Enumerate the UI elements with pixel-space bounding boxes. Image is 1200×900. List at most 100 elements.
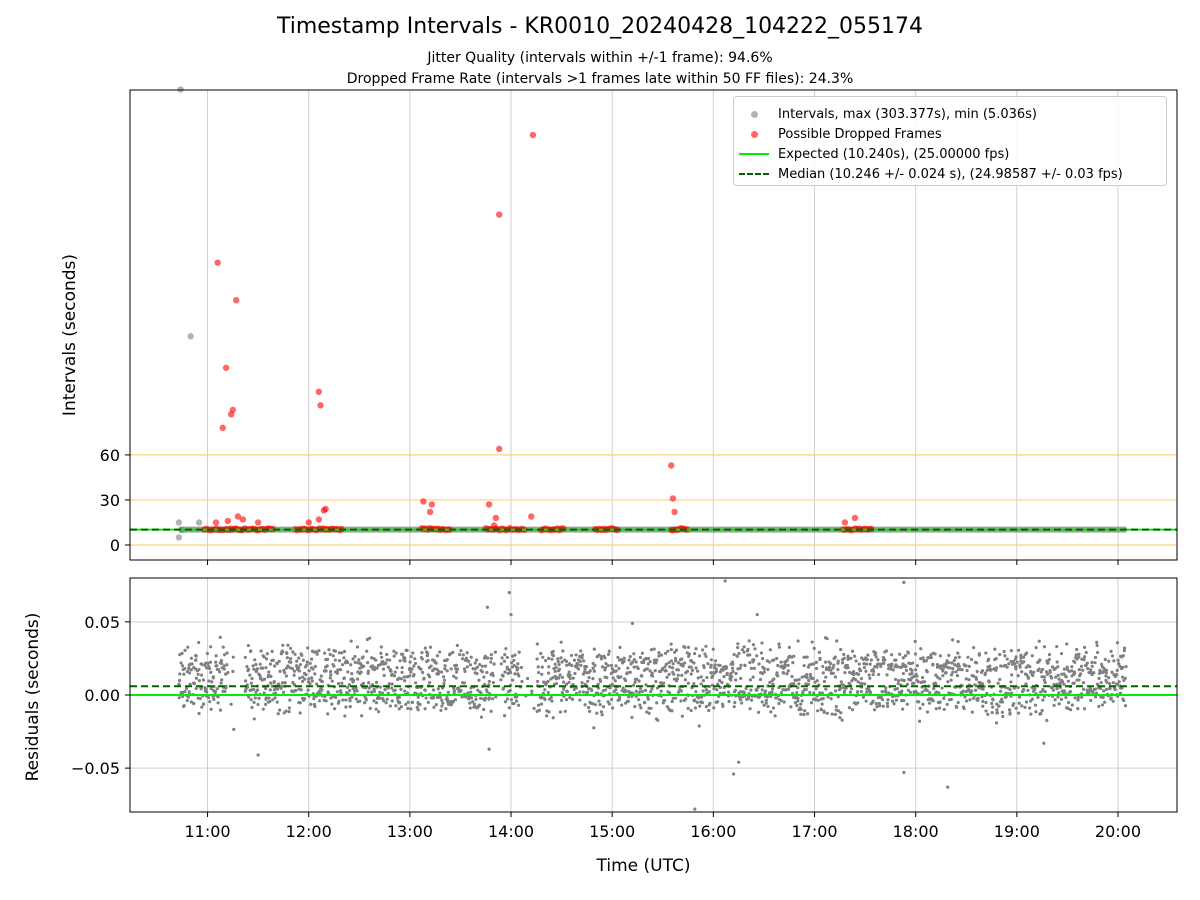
- residual-point: [1030, 697, 1035, 701]
- residual-point: [568, 673, 572, 677]
- residual-point: [1111, 681, 1115, 685]
- residual-point: [494, 695, 498, 699]
- residual-point: [1073, 696, 1077, 700]
- residual-point: [222, 664, 226, 668]
- dropped-frame-point: [485, 501, 493, 508]
- residual-point: [224, 686, 228, 690]
- residual-point: [827, 665, 832, 669]
- residual-point: [303, 677, 307, 681]
- residual-point: [633, 704, 637, 709]
- residual-point: [366, 669, 371, 673]
- residual-point: [576, 667, 581, 671]
- residual-point: [1053, 698, 1057, 702]
- residual-point: [891, 699, 895, 703]
- residual-point: [637, 690, 642, 694]
- residual-point: [1021, 687, 1026, 692]
- residual-point: [251, 664, 255, 668]
- residual-point: [731, 669, 735, 674]
- dropped-frame-point: [490, 522, 498, 529]
- residual-point: [378, 690, 382, 694]
- residual-point: [1023, 705, 1027, 709]
- residual-point: [734, 671, 738, 676]
- residual-point: [539, 651, 543, 656]
- residual-point: [1017, 711, 1021, 715]
- residual-point: [676, 661, 681, 665]
- residual-point: [205, 651, 209, 656]
- residual-point: [919, 656, 923, 661]
- residual-point: [811, 676, 815, 681]
- residual-point: [616, 655, 620, 659]
- residual-point: [549, 695, 553, 700]
- residual-point: [681, 664, 685, 668]
- residual-point: [956, 651, 960, 655]
- residual-point: [1105, 680, 1109, 684]
- dropped-frame-point: [320, 507, 328, 514]
- residual-point: [839, 686, 843, 690]
- residual-point: [869, 658, 873, 662]
- residual-point: [1051, 685, 1055, 689]
- residual-point: [1025, 651, 1029, 655]
- residual-point: [606, 663, 610, 668]
- residual-point: [916, 679, 920, 684]
- residual-point: [259, 649, 263, 653]
- residual-point: [218, 670, 222, 674]
- residual-point: [782, 700, 786, 704]
- residual-point: [963, 695, 967, 699]
- residual-point: [910, 668, 914, 673]
- residual-point: [1081, 687, 1086, 691]
- dropped-frame-point: [428, 501, 435, 508]
- residual-point: [278, 708, 282, 712]
- residual-point: [386, 686, 390, 690]
- residual-point: [298, 676, 302, 680]
- residual-point: [556, 660, 560, 664]
- residual-point: [368, 636, 372, 640]
- residual-point: [712, 687, 716, 691]
- residual-point: [320, 680, 324, 684]
- residual-point: [516, 662, 520, 666]
- residual-point: [283, 681, 287, 685]
- residual-point: [885, 673, 889, 677]
- residual-point: [551, 676, 555, 680]
- residual-point: [1009, 649, 1013, 653]
- residual-point: [842, 652, 846, 656]
- residual-point: [393, 688, 397, 692]
- residual-point: [558, 710, 563, 714]
- residual-point: [1121, 653, 1125, 658]
- residual-point: [297, 669, 301, 673]
- residual-point: [964, 699, 969, 703]
- residual-point: [207, 665, 211, 669]
- residual-point: [775, 656, 779, 661]
- residual-point: [947, 661, 951, 665]
- residual-point: [603, 666, 608, 670]
- residual-point: [990, 710, 994, 715]
- residual-point: [311, 667, 315, 671]
- residual-point: [882, 661, 886, 665]
- residual-point: [755, 654, 759, 658]
- residual-point: [655, 658, 659, 662]
- residual-point: [540, 672, 544, 676]
- residual-point: [578, 698, 582, 702]
- residual-point: [378, 685, 383, 689]
- residual-point: [187, 690, 191, 694]
- residual-point: [740, 701, 744, 705]
- residual-point: [275, 661, 279, 666]
- residual-point: [634, 660, 638, 664]
- residual-point: [989, 668, 993, 672]
- residual-point: [1028, 665, 1032, 669]
- residual-point: [1042, 678, 1046, 682]
- residual-point: [637, 679, 641, 683]
- residual-point: [831, 666, 835, 670]
- residual-point: [714, 667, 718, 671]
- residual-point: [890, 662, 894, 666]
- residual-point: [650, 674, 655, 678]
- residual-point: [841, 683, 846, 687]
- residual-point: [931, 699, 935, 703]
- residual-point: [453, 698, 458, 702]
- residual-point: [375, 696, 379, 701]
- residual-point: [582, 659, 586, 663]
- residual-point: [440, 704, 444, 708]
- residual-point: [319, 674, 323, 678]
- residual-point: [591, 666, 595, 671]
- residual-point: [851, 669, 856, 674]
- residual-point: [605, 676, 609, 680]
